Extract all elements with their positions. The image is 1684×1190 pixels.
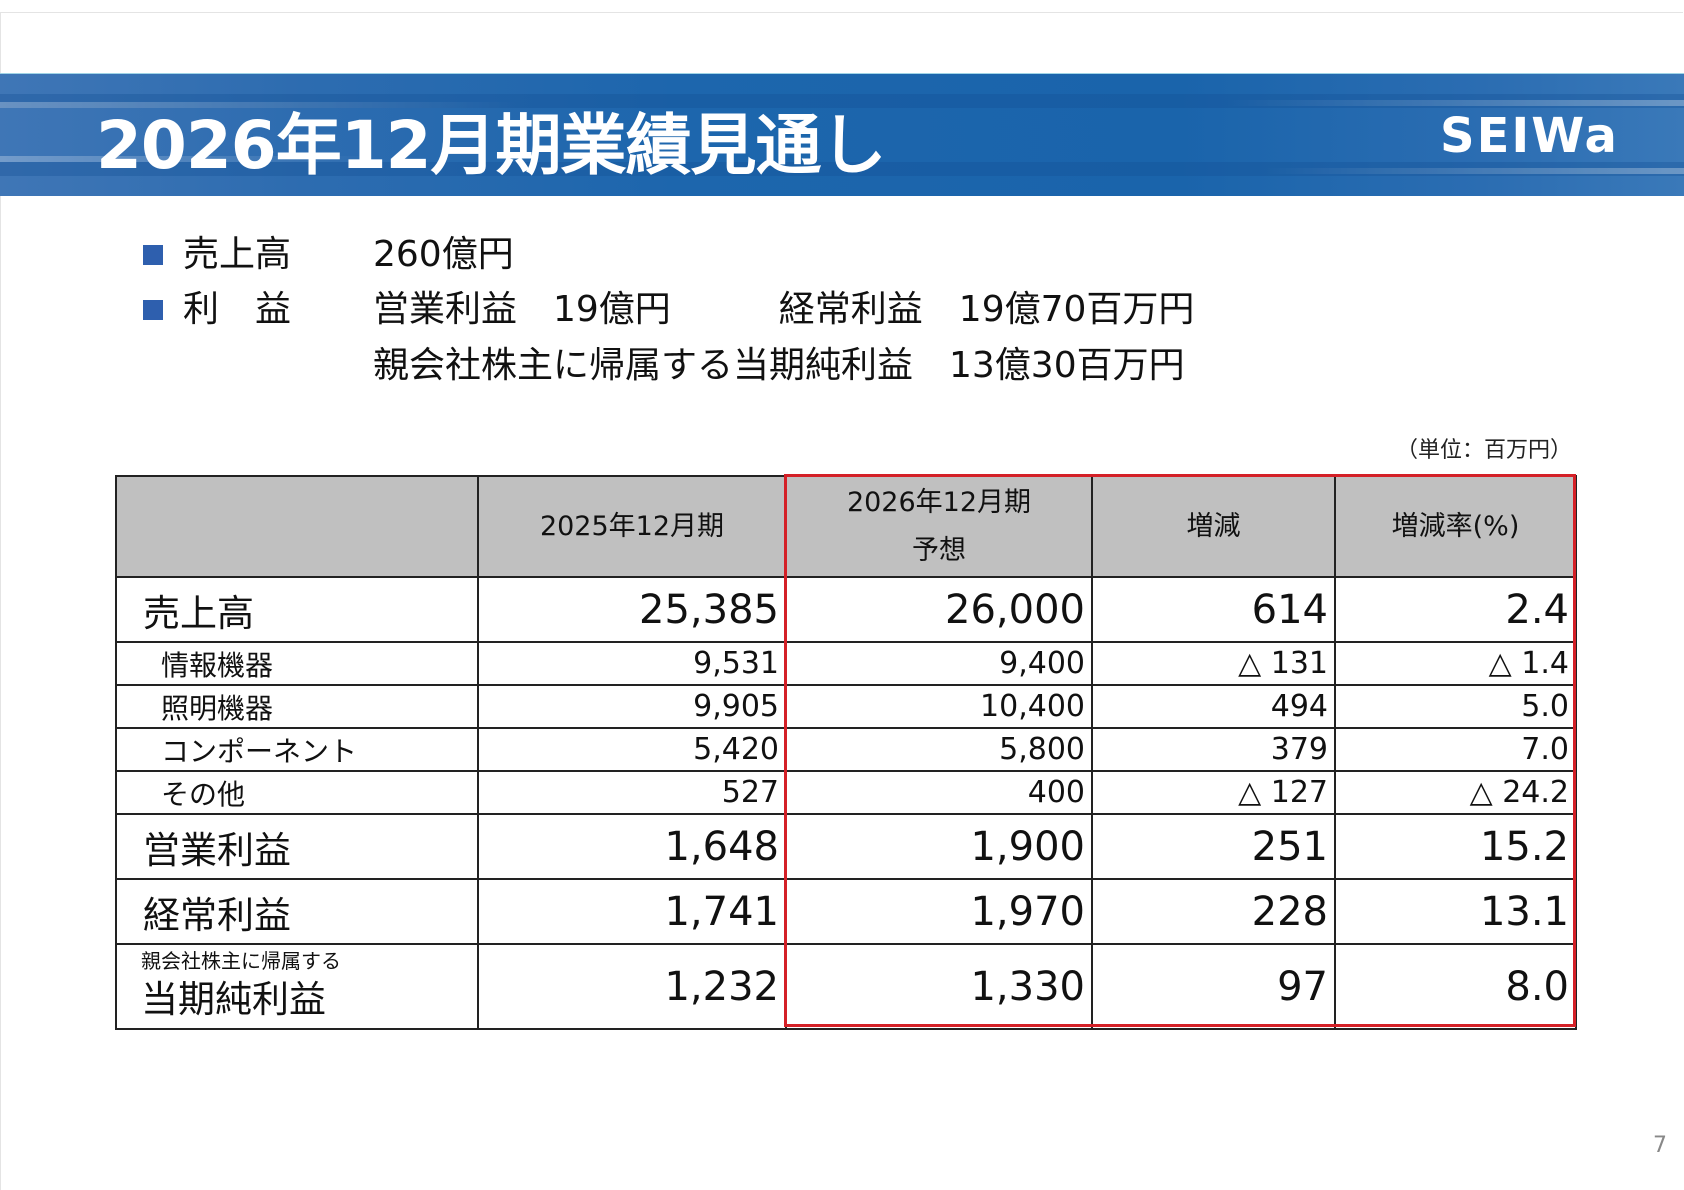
banner-streak: [1224, 100, 1684, 106]
row-label: 照明機器: [115, 684, 479, 729]
title-banner: [0, 73, 1684, 196]
summary-label: 利 益: [183, 289, 292, 330]
cell-change: 494: [1091, 684, 1336, 729]
summary-value: 260億円: [373, 234, 514, 275]
cell-fy2025: 5,420: [477, 727, 787, 772]
forecast-table: 2025年12月期 2026年12月期 予想 増減 増減率(%) 売上高 25,…: [115, 475, 1577, 1030]
cell-fy2025: 25,385: [477, 576, 787, 643]
header-change-rate: 増減率(%): [1334, 475, 1577, 578]
banner-streak: [0, 156, 380, 162]
cell-rate: △ 1.4: [1334, 641, 1577, 686]
table-row-operating-profit: 営業利益 1,648 1,900 251 15.2: [115, 813, 1577, 880]
square-bullet-icon: [143, 245, 163, 265]
row-label: コンポーネント: [115, 727, 479, 772]
cell-change: 97: [1091, 943, 1336, 1030]
banner-streak: [1264, 168, 1684, 174]
cell-change: 379: [1091, 727, 1336, 772]
table-row-segment: コンポーネント 5,420 5,800 379 7.0: [115, 727, 1577, 772]
slide-frame: [0, 12, 1683, 1190]
table-row-sales: 売上高 25,385 26,000 614 2.4: [115, 576, 1577, 643]
cell-rate: 15.2: [1334, 813, 1577, 880]
page-title: 2026年12月期業績見通し: [96, 107, 887, 184]
banner-streak: [0, 102, 520, 108]
cell-rate: 5.0: [1334, 684, 1577, 729]
cell-rate: 7.0: [1334, 727, 1577, 772]
page-number: 7: [1653, 1133, 1667, 1158]
cell-fy2026: 10,400: [785, 684, 1093, 729]
cell-fy2026: 5,800: [785, 727, 1093, 772]
table-row-ordinary-profit: 経常利益 1,741 1,970 228 13.1: [115, 878, 1577, 945]
summary-value: 親会社株主に帰属する当期純利益 13億30百万円: [373, 345, 1185, 386]
cell-rate: 13.1: [1334, 878, 1577, 945]
cell-fy2025: 9,905: [477, 684, 787, 729]
cell-fy2025: 9,531: [477, 641, 787, 686]
row-label: 親会社株主に帰属する 当期純利益: [115, 943, 479, 1030]
table-row-segment: 照明機器 9,905 10,400 494 5.0: [115, 684, 1577, 729]
cell-fy2026: 1,900: [785, 813, 1093, 880]
cell-change: △ 127: [1091, 770, 1336, 815]
cell-fy2026: 26,000: [785, 576, 1093, 643]
row-label: その他: [115, 770, 479, 815]
cell-change: △ 131: [1091, 641, 1336, 686]
cell-fy2026: 400: [785, 770, 1093, 815]
header-change: 増減: [1091, 475, 1336, 578]
row-label: 営業利益: [115, 813, 479, 880]
cell-change: 251: [1091, 813, 1336, 880]
cell-fy2025: 527: [477, 770, 787, 815]
header-fy2026-forecast: 予想: [912, 534, 966, 566]
unit-label: （単位：百万円）: [1395, 438, 1572, 463]
row-label: 経常利益: [115, 878, 479, 945]
header-fy2026-period: 2026年12月期: [846, 486, 1032, 518]
banner-band: [0, 162, 1684, 176]
square-bullet-icon: [143, 300, 163, 320]
cell-fy2025: 1,741: [477, 878, 787, 945]
cell-change: 614: [1091, 576, 1336, 643]
cell-fy2026: 9,400: [785, 641, 1093, 686]
table-header-row: 2025年12月期 2026年12月期 予想 増減 増減率(%): [115, 475, 1577, 578]
summary-value: 営業利益 19億円 経常利益 19億70百万円: [373, 289, 1195, 330]
cell-change: 228: [1091, 878, 1336, 945]
row-label: 売上高: [115, 576, 479, 643]
cell-fy2026: 1,330: [785, 943, 1093, 1030]
banner-band: [0, 94, 1684, 108]
company-logo: SEIWa: [1440, 108, 1619, 164]
cell-rate: 2.4: [1334, 576, 1577, 643]
table-row-net-income: 親会社株主に帰属する 当期純利益 1,232 1,330 97 8.0: [115, 943, 1577, 1030]
header-fy2025: 2025年12月期: [477, 475, 787, 578]
table-row-segment: 情報機器 9,531 9,400 △ 131 △ 1.4: [115, 641, 1577, 686]
header-blank: [115, 475, 479, 578]
table-row-segment: その他 527 400 △ 127 △ 24.2: [115, 770, 1577, 815]
row-label: 情報機器: [115, 641, 479, 686]
cell-fy2026: 1,970: [785, 878, 1093, 945]
row-label-main: 当期純利益: [141, 978, 326, 1021]
cell-fy2025: 1,648: [477, 813, 787, 880]
cell-fy2025: 1,232: [477, 943, 787, 1030]
summary-label: 売上高: [183, 234, 292, 275]
row-label-prefix: 親会社株主に帰属する: [141, 949, 341, 973]
header-fy2026: 2026年12月期 予想: [785, 475, 1093, 578]
cell-rate: 8.0: [1334, 943, 1577, 1030]
cell-rate: △ 24.2: [1334, 770, 1577, 815]
